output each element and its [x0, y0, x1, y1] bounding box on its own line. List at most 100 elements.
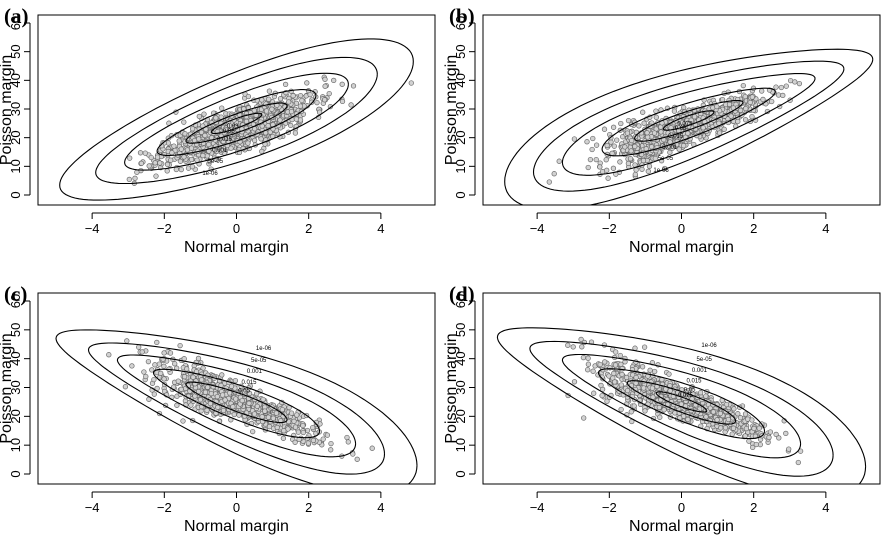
data-point: [139, 349, 145, 355]
contour-label: 5e-05: [251, 358, 267, 364]
data-point: [610, 165, 617, 171]
y-tick-label: 40: [453, 73, 468, 87]
data-point: [345, 439, 351, 445]
data-point: [124, 338, 130, 344]
y-tick-label: 0: [8, 470, 23, 477]
data-point: [612, 379, 618, 385]
data-point: [633, 167, 639, 173]
data-point: [259, 414, 265, 420]
y-tick-label: 0: [453, 470, 468, 477]
contour-label: 0.075: [677, 121, 693, 127]
data-point: [309, 99, 315, 105]
data-point: [265, 123, 271, 129]
data-point: [292, 439, 298, 445]
data-point: [632, 171, 638, 178]
x-tick-label: −2: [602, 221, 617, 236]
data-point: [167, 350, 174, 356]
data-point: [181, 154, 187, 160]
contour-label: 0.05: [675, 126, 687, 132]
data-point: [725, 416, 732, 423]
data-point: [164, 168, 170, 174]
data-point: [279, 406, 285, 413]
data-point: [730, 425, 737, 431]
data-point: [795, 459, 801, 466]
x-axis: −4 −2 0 2 4: [530, 491, 829, 515]
contour-label: 0.001: [662, 145, 678, 151]
data-point: [590, 368, 596, 374]
data-point: [585, 164, 591, 171]
data-point: [294, 412, 300, 418]
data-point: [328, 447, 334, 453]
data-point: [141, 369, 147, 375]
contour-lines: [59, 38, 414, 201]
data-point: [348, 102, 354, 108]
x-tick-label: 2: [305, 221, 312, 236]
data-point: [226, 390, 233, 396]
y-tick-label: 0: [8, 191, 23, 198]
data-point: [307, 91, 313, 98]
data-point: [196, 136, 202, 142]
data-point: [628, 148, 634, 154]
y-tick-label: 40: [8, 73, 23, 87]
data-point: [258, 136, 264, 142]
data-point: [300, 422, 306, 429]
contour-label: 5e-05: [697, 357, 713, 363]
data-point: [611, 143, 617, 149]
data-point: [310, 424, 316, 431]
data-point: [585, 367, 591, 373]
panel-label: (c): [4, 282, 27, 306]
data-point: [641, 385, 647, 391]
data-point: [288, 410, 295, 416]
data-point: [652, 368, 658, 375]
x-tick-label: 2: [305, 500, 312, 515]
contour-label: 0.001: [212, 148, 228, 154]
data-point: [354, 456, 360, 462]
contour-line: [156, 89, 317, 156]
contour-label: 5e-05: [658, 156, 674, 162]
data-point: [718, 425, 724, 431]
data-point: [136, 344, 142, 350]
contour-label: 1e-06: [256, 346, 272, 352]
data-point: [274, 424, 280, 431]
data-point: [640, 109, 646, 115]
data-point: [220, 138, 226, 145]
contour-label: 0.015: [217, 137, 233, 143]
x-tick-label: −4: [85, 221, 100, 236]
data-point: [627, 156, 634, 162]
data-point: [171, 143, 177, 149]
contour-label: 0.015: [668, 134, 684, 140]
data-point: [667, 388, 673, 394]
data-point: [591, 390, 597, 396]
y-axis-title: Poisson margin: [0, 55, 15, 165]
contour-line: [561, 73, 816, 176]
data-point: [703, 393, 709, 399]
data-point: [204, 407, 210, 413]
data-point: [328, 440, 334, 447]
data-point: [314, 99, 320, 106]
y-tick-label: 50: [453, 44, 468, 58]
data-point: [201, 111, 207, 117]
data-point: [745, 416, 751, 422]
data-point: [202, 389, 209, 395]
data-point: [792, 79, 798, 85]
contour-label: 1e-06: [653, 168, 669, 174]
data-point: [122, 384, 129, 390]
data-point: [230, 404, 236, 410]
data-point: [254, 403, 260, 409]
data-point: [716, 130, 723, 136]
data-point: [232, 377, 239, 384]
data-point: [667, 139, 673, 145]
data-point: [645, 168, 651, 174]
data-point: [731, 406, 737, 412]
x-axis-title: Normal margin: [184, 518, 289, 535]
data-point: [656, 404, 662, 411]
data-point: [737, 107, 744, 113]
data-point: [297, 117, 304, 123]
y-axis-title: Poisson margin: [443, 333, 460, 443]
data-point: [219, 372, 225, 378]
data-point: [190, 374, 196, 380]
x-tick-label: 0: [678, 221, 685, 236]
data-point: [759, 88, 765, 94]
data-point: [132, 175, 138, 181]
